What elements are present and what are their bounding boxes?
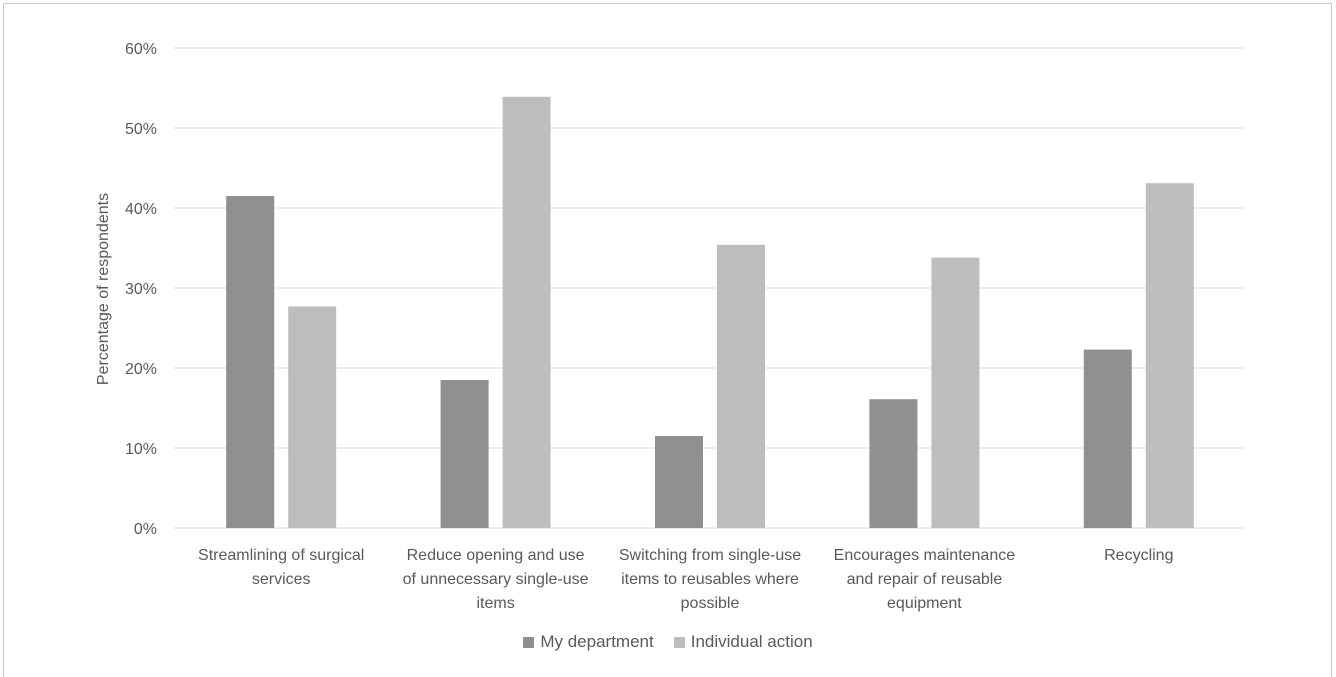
bar-individual-action — [1145, 183, 1194, 528]
x-tick-label: of unnecessary single-use — [403, 571, 589, 588]
bar-individual-action — [717, 244, 765, 529]
y-axis-label: Percentage of respondents — [95, 193, 112, 385]
y-tick-label: 40% — [125, 201, 157, 218]
x-axis-labels: Streamlining of surgical services Reduce o… — [198, 547, 1173, 612]
legend-label-my-department: My department — [540, 632, 654, 651]
legend-label-individual-action: Individual action — [690, 632, 813, 651]
x-tick-label: Encourages maintenance — [834, 547, 1016, 564]
x-tick-label: equipment — [887, 595, 962, 612]
y-tick-label: 60% — [125, 41, 157, 58]
y-tick-label: 0% — [134, 521, 157, 538]
x-tick-label: items — [476, 595, 514, 612]
x-tick-label: Streamlining of surgical — [198, 547, 364, 564]
y-tick-label: 30% — [125, 281, 157, 298]
x-tick-label: Reduce opening and use — [407, 547, 585, 564]
legend-item-individual-action: Individual action — [673, 632, 813, 652]
y-tick-label: 50% — [125, 121, 157, 138]
bar-my-department — [440, 380, 489, 528]
bar-my-department — [869, 399, 918, 528]
bar-my-department — [1083, 349, 1132, 528]
bar-my-department — [226, 196, 275, 528]
gridlines — [174, 47, 1246, 529]
x-tick-label: and repair of reusable — [847, 571, 1003, 588]
legend: My department Individual action — [0, 632, 1336, 652]
legend-swatch-individual-action — [673, 636, 685, 648]
bars — [226, 96, 1194, 529]
bar-individual-action — [502, 96, 551, 529]
y-tick-label: 10% — [125, 441, 157, 458]
legend-item-my-department: My department — [523, 632, 654, 652]
bar-my-department — [655, 436, 703, 528]
y-axis-ticks: 0% 10% 20% 30% 40% 50% 60% — [125, 41, 157, 538]
x-tick-label: Switching from single-use — [619, 547, 801, 564]
x-tick-label: possible — [681, 595, 740, 612]
chart-frame — [3, 3, 1332, 677]
bar-individual-action — [288, 306, 337, 528]
bar-individual-action — [931, 257, 980, 528]
x-tick-label: Recycling — [1104, 547, 1173, 564]
y-tick-label: 20% — [125, 361, 157, 378]
legend-swatch-my-department — [523, 636, 535, 648]
x-tick-label: services — [252, 571, 311, 588]
x-tick-label: items to reusables where — [621, 571, 799, 588]
